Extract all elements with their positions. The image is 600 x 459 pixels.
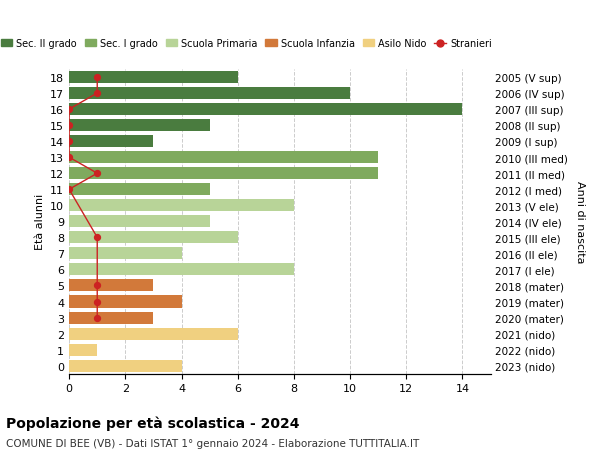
Point bbox=[92, 298, 102, 306]
Bar bbox=[69, 216, 209, 228]
Bar bbox=[69, 248, 182, 260]
Bar bbox=[69, 200, 294, 212]
Point bbox=[64, 154, 74, 162]
Bar bbox=[69, 104, 463, 116]
Y-axis label: Età alunni: Età alunni bbox=[35, 194, 44, 250]
Bar bbox=[69, 184, 209, 196]
Bar bbox=[69, 232, 238, 244]
Point bbox=[64, 122, 74, 129]
Bar bbox=[69, 344, 97, 356]
Bar bbox=[69, 72, 238, 84]
Point bbox=[64, 138, 74, 146]
Bar bbox=[69, 296, 182, 308]
Legend: Sec. II grado, Sec. I grado, Scuola Primaria, Scuola Infanzia, Asilo Nido, Stran: Sec. II grado, Sec. I grado, Scuola Prim… bbox=[0, 35, 496, 53]
Point bbox=[92, 74, 102, 82]
Y-axis label: Anni di nascita: Anni di nascita bbox=[575, 181, 585, 263]
Text: Popolazione per età scolastica - 2024: Popolazione per età scolastica - 2024 bbox=[6, 415, 299, 430]
Point bbox=[92, 282, 102, 290]
Bar bbox=[69, 88, 350, 100]
Bar bbox=[69, 328, 238, 340]
Bar bbox=[69, 280, 154, 292]
Point bbox=[92, 234, 102, 241]
Bar bbox=[69, 136, 154, 148]
Point bbox=[92, 314, 102, 322]
Bar bbox=[69, 120, 209, 132]
Point bbox=[92, 170, 102, 178]
Bar bbox=[69, 264, 294, 276]
Point bbox=[64, 106, 74, 113]
Bar bbox=[69, 360, 182, 372]
Bar bbox=[69, 168, 378, 180]
Point bbox=[64, 186, 74, 194]
Point bbox=[92, 90, 102, 97]
Bar bbox=[69, 152, 378, 164]
Text: COMUNE DI BEE (VB) - Dati ISTAT 1° gennaio 2024 - Elaborazione TUTTITALIA.IT: COMUNE DI BEE (VB) - Dati ISTAT 1° genna… bbox=[6, 438, 419, 448]
Bar bbox=[69, 312, 154, 324]
